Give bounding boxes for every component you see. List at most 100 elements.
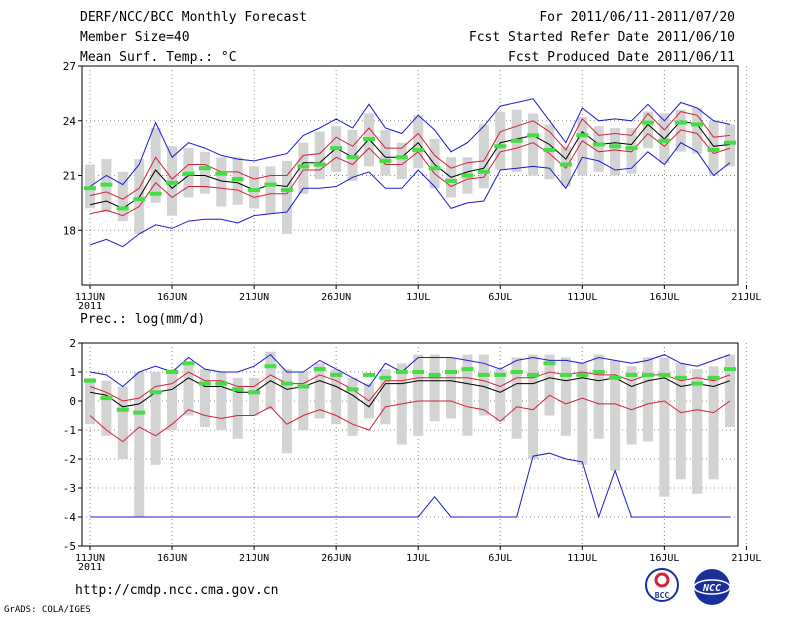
range-bar [626, 128, 637, 174]
observed-marker [313, 367, 326, 372]
range-bar [380, 369, 391, 425]
observed-marker [527, 133, 540, 138]
observed-marker [724, 140, 736, 145]
observed-marker [641, 120, 654, 125]
observed-marker [691, 122, 704, 127]
range-bar [216, 157, 227, 207]
range-bar [101, 380, 112, 436]
observed-marker [609, 144, 622, 149]
ncc-logo-orbit-icon [693, 579, 731, 595]
range-bar [265, 166, 276, 214]
range-bar [314, 131, 325, 180]
observed-marker [248, 188, 261, 193]
member-min-line [89, 142, 731, 248]
range-bar [692, 369, 703, 494]
observed-marker [166, 370, 179, 374]
range-bar [511, 357, 522, 439]
range-bar [429, 354, 440, 422]
observed-marker [461, 367, 474, 372]
observed-marker [182, 361, 195, 366]
range-bar [183, 363, 194, 416]
upper-spread-line [89, 371, 731, 402]
x-tick-label: 11JUL [567, 553, 597, 564]
observed-marker [609, 375, 622, 380]
member-max-line [89, 353, 731, 388]
member-size-label: Member Size=40 [80, 30, 190, 45]
observed-marker [280, 188, 293, 193]
forecast-period-label: For 2011/06/11-2011/07/20 [539, 10, 735, 25]
member-min-line [90, 452, 730, 519]
member-max-line [89, 98, 731, 187]
observed-marker [576, 133, 589, 138]
observed-marker [559, 162, 572, 167]
observed-marker [149, 191, 162, 196]
observed-marker [346, 155, 359, 160]
ensemble-mean-line [89, 377, 731, 408]
observed-marker [625, 372, 638, 377]
range-bar [478, 354, 489, 416]
range-bar [642, 357, 653, 442]
observed-marker [116, 206, 129, 211]
observed-marker [445, 178, 458, 183]
observed-marker [100, 396, 113, 401]
observed-marker [477, 372, 490, 377]
range-bar [478, 124, 489, 189]
x-tick-label: 26JUN [321, 292, 351, 303]
observed-marker [231, 177, 244, 182]
y-tick-label: 21 [63, 170, 76, 183]
observed-marker [264, 364, 277, 369]
y-tick-label: 18 [63, 224, 76, 237]
observed-marker [346, 387, 359, 392]
lower-spread-line [89, 129, 731, 217]
y-tick-label: -5 [63, 540, 76, 553]
observed-marker [379, 158, 392, 163]
x-tick-label: 21JUL [731, 292, 761, 303]
observed-marker [362, 137, 375, 141]
y-tick-label: 1 [69, 366, 76, 379]
range-bar [117, 171, 128, 222]
observed-marker [133, 410, 146, 415]
observed-marker [494, 144, 507, 149]
range-bar [314, 363, 325, 419]
range-bar [199, 151, 210, 194]
bcc-logo-swirl-icon [654, 572, 670, 588]
observed-marker [543, 147, 556, 152]
range-bar [85, 377, 95, 425]
bcc-logo-ring-icon [645, 568, 679, 602]
observed-marker [231, 387, 244, 392]
observed-marker [182, 171, 195, 176]
observed-marker [264, 182, 277, 187]
range-bar [593, 354, 604, 439]
observed-marker [428, 166, 441, 171]
observed-marker [395, 370, 408, 374]
observed-marker [592, 370, 605, 374]
x-tick-sublabel: 2011 [78, 562, 102, 573]
observed-marker [133, 197, 146, 202]
range-bar [249, 166, 260, 209]
range-bar [134, 372, 145, 517]
observed-marker [412, 370, 425, 374]
y-tick-label: -2 [63, 453, 76, 466]
x-tick-label: 1JUL [406, 292, 430, 303]
observed-marker [428, 372, 441, 377]
ncc-logo-text: NCC [702, 583, 721, 594]
range-bar [577, 363, 588, 465]
header-right: For 2011/06/11-2011/07/20 Fcst Started R… [469, 10, 735, 70]
x-tick-label: 16JUN [157, 292, 187, 303]
range-bar [560, 357, 571, 436]
range-bar [298, 372, 309, 430]
range-bar [659, 357, 670, 497]
range-bar [413, 354, 424, 436]
observed-marker [84, 378, 96, 383]
range-bar [725, 124, 735, 167]
x-tick-label: 21JUN [239, 553, 269, 564]
y-tick-label: 2 [69, 337, 76, 350]
range-bar [249, 377, 260, 416]
observed-marker [641, 372, 654, 377]
range-bar [593, 126, 604, 172]
observed-marker [527, 372, 540, 377]
range-bar [446, 357, 457, 419]
